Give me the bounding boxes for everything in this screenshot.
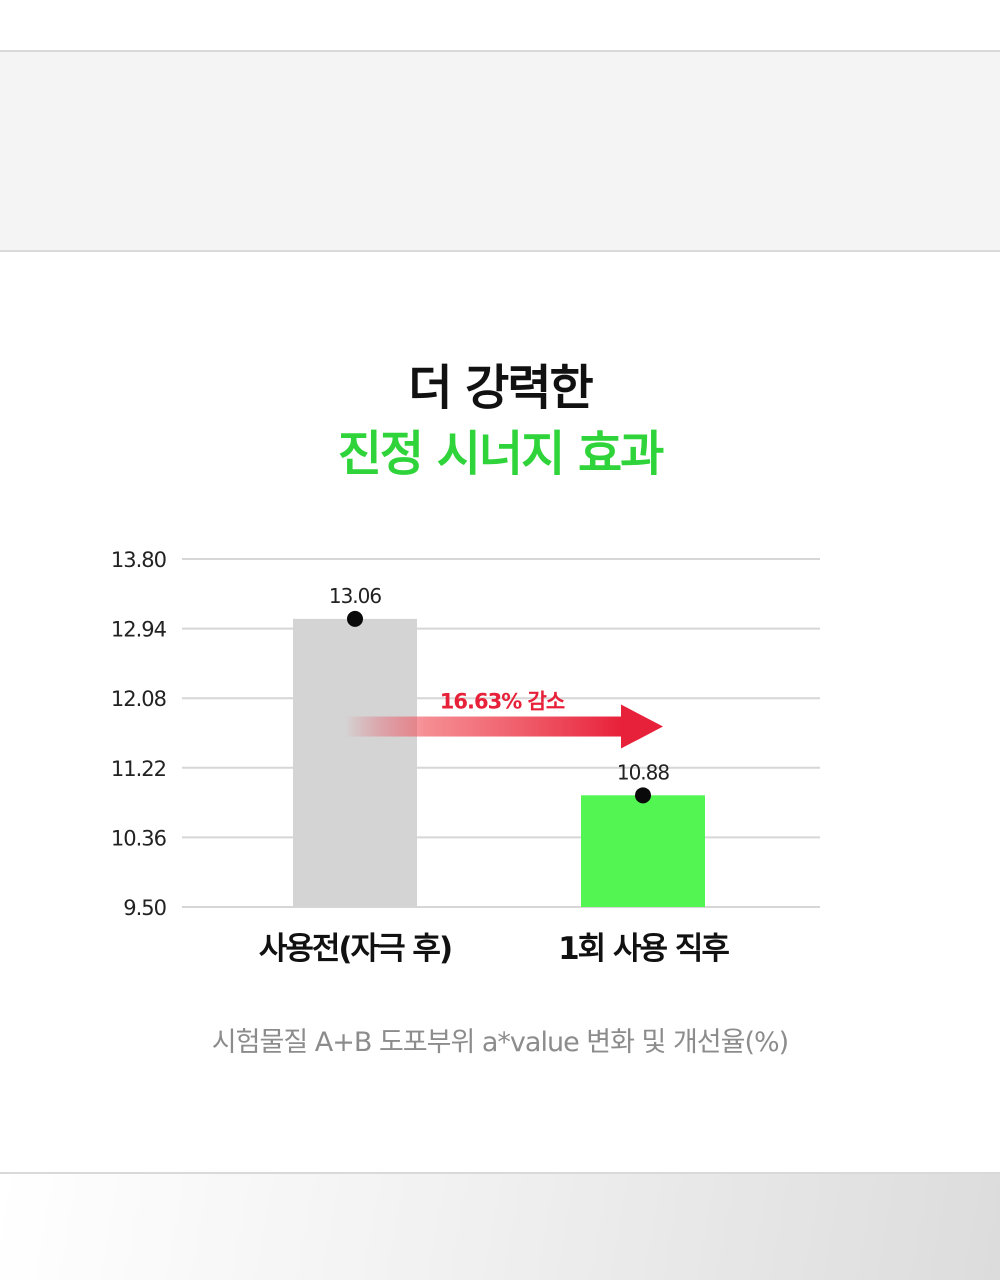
category-label: 사용전(자극 후)	[259, 931, 451, 967]
y-tick-label: 9.50	[123, 896, 166, 920]
y-tick-label: 10.36	[111, 826, 167, 850]
top-gray-band	[0, 50, 1000, 252]
y-tick-label: 12.94	[111, 618, 167, 642]
point-layer	[347, 610, 651, 804]
data-point	[347, 610, 363, 627]
annotation-layer	[345, 704, 663, 749]
annotation-label: 16.63% 감소	[440, 690, 565, 714]
y-tick-label: 13.80	[111, 548, 166, 572]
bar-chart: 13.80 12.94 12.08 11.22 10.36 9.50 16.63% 감소 13…	[111, 548, 820, 967]
bottom-gray-band	[0, 1172, 1000, 1280]
title-line-2: 진정 시너지 효과	[337, 426, 665, 482]
data-label: 10.88	[617, 760, 670, 784]
bar	[293, 618, 417, 907]
bar-layer	[293, 618, 705, 907]
category-label: 1회 사용 직후	[558, 931, 729, 967]
data-label: 13.06	[329, 584, 382, 608]
data-point	[635, 787, 651, 804]
arrow-shaft	[345, 716, 621, 737]
y-tick-label: 11.22	[111, 757, 166, 781]
chart-caption: 시험물질 A+B 도포부위 a*value 변화 및 개선율(%)	[211, 1027, 789, 1058]
arrow-head	[621, 704, 663, 749]
grid-layer	[182, 558, 820, 908]
bar	[581, 795, 705, 907]
label-layer: 13.80 12.94 12.08 11.22 10.36 9.50 16.63% 감소 13…	[111, 548, 731, 967]
title-line-1: 더 강력한	[408, 360, 593, 416]
y-tick-label: 12.08	[111, 687, 166, 711]
